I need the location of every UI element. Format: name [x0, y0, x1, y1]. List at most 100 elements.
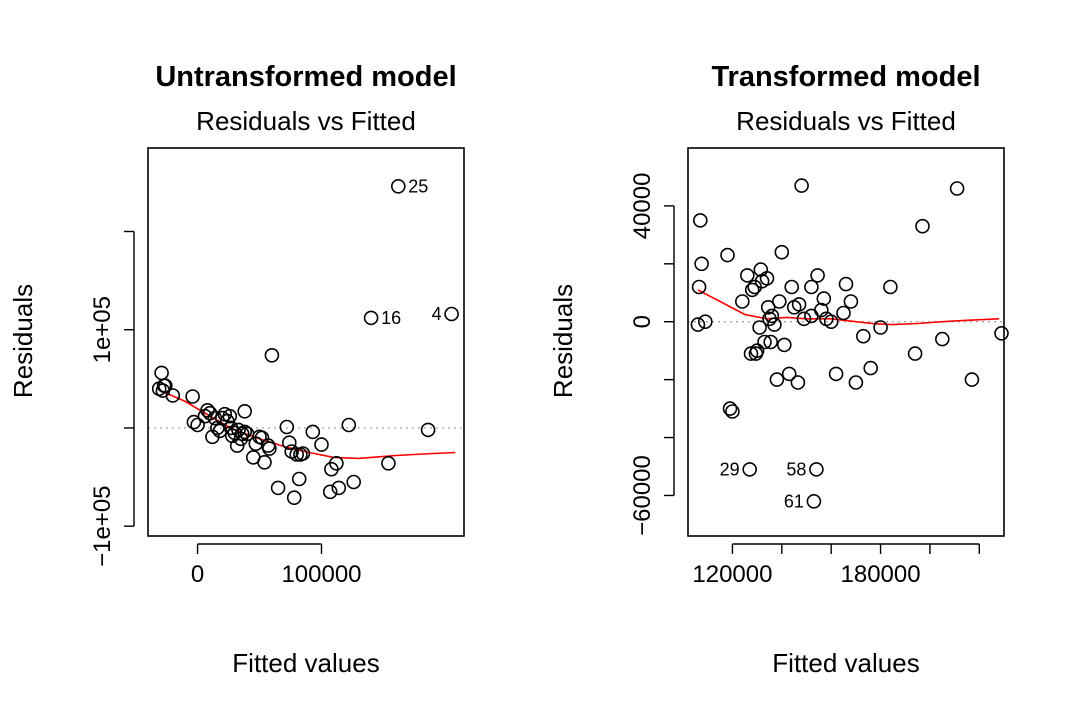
right-data-point [722, 401, 738, 416]
left-data-point [281, 435, 297, 451]
right-point-label: 61 [784, 491, 804, 511]
right-data-point [764, 308, 780, 324]
left-panel: Untransformed model Residuals vs Fitted … [8, 61, 465, 678]
right-y-tick-label: 40000 [629, 173, 656, 240]
left-data-point [279, 419, 295, 435]
right-data-point [816, 291, 832, 306]
right-data-point [744, 282, 760, 298]
left-data-point [331, 480, 347, 496]
right-data-point [742, 462, 758, 477]
right-data-point [810, 268, 825, 283]
right-data-point [883, 279, 898, 295]
left-data-point [264, 347, 280, 363]
left-data-point [286, 490, 302, 506]
right-data-point [690, 317, 706, 332]
left-data-point [291, 471, 307, 487]
right-data-point [806, 493, 822, 509]
right-data-point [790, 375, 806, 390]
left-y-tick-label: −1e+05 [89, 485, 116, 566]
right-data-point [757, 334, 772, 350]
right-data-point [809, 462, 824, 477]
right-data-point [848, 375, 864, 390]
right-data-point [838, 276, 854, 292]
left-data-point [165, 388, 181, 403]
left-point-label: 16 [381, 308, 401, 328]
left-data-point [390, 179, 406, 194]
left-data-point [186, 414, 202, 430]
right-data-point [804, 308, 819, 324]
left-data-point [237, 403, 252, 419]
right-y-tick-label: −60000 [629, 455, 656, 536]
left-data-point [329, 455, 344, 471]
right-point-label: 29 [720, 459, 740, 479]
left-chart-title: Untransformed model [155, 61, 456, 93]
right-data-point [720, 247, 735, 263]
left-data-point [346, 474, 362, 490]
left-data-point [202, 405, 218, 421]
left-data-point [314, 437, 329, 452]
right-x-tick-label: 180000 [841, 561, 921, 588]
left-x-axis-title: Fitted values [232, 648, 379, 678]
right-data-point [692, 213, 708, 228]
right-data-point [791, 297, 807, 312]
right-point-label: 58 [786, 459, 806, 479]
left-data-point [341, 417, 357, 433]
right-data-point [725, 404, 740, 419]
left-data-point [231, 422, 246, 438]
right-data-point [734, 294, 750, 309]
left-y-tick-label: 1e+05 [89, 296, 116, 363]
right-data-point [763, 334, 779, 350]
right-x-axis-title: Fitted values [772, 648, 919, 678]
left-point-labels-group: 16 25 4 [381, 176, 442, 328]
right-point-labels-group: 29 61 58 [720, 459, 807, 511]
right-data-point [964, 372, 980, 387]
right-points-group [690, 178, 1009, 509]
right-data-point [873, 320, 888, 335]
right-data-point [934, 331, 950, 347]
right-data-point [949, 181, 965, 196]
right-x-tick-label: 120000 [692, 561, 772, 588]
right-data-point [843, 294, 859, 309]
right-panel: Transformed model Residuals vs Fitted Fi… [548, 61, 1009, 678]
left-x-tick-label: 100000 [281, 561, 361, 588]
left-data-point [381, 455, 396, 471]
right-data-point [804, 279, 819, 295]
right-data-point [796, 311, 812, 327]
left-data-point [154, 365, 169, 381]
left-data-point [222, 408, 238, 424]
right-chart-subtitle: Residuals vs Fitted [736, 106, 956, 136]
right-data-point [752, 320, 767, 335]
right-data-point [776, 337, 792, 353]
right-data-point [767, 317, 782, 332]
left-data-point [322, 484, 338, 500]
left-point-label: 25 [408, 176, 428, 196]
left-data-point [200, 402, 215, 418]
right-data-point [863, 360, 879, 376]
right-plot-frame [687, 147, 1005, 537]
right-data-point [774, 244, 790, 260]
right-data-point [828, 366, 844, 382]
right-data-point [769, 372, 785, 387]
left-data-point [270, 480, 286, 496]
right-data-point [697, 314, 713, 330]
left-chart-subtitle: Residuals vs Fitted [196, 106, 416, 136]
left-data-point [305, 424, 321, 440]
right-data-point [759, 270, 775, 286]
right-data-point [813, 302, 829, 318]
right-data-point [784, 279, 800, 295]
left-x-tick-label: 0 [191, 561, 204, 588]
right-data-point [760, 299, 776, 315]
left-data-point [190, 417, 205, 433]
left-data-point [234, 426, 250, 442]
left-data-point [444, 306, 459, 322]
left-data-point [158, 378, 173, 394]
left-plot-frame [147, 147, 465, 537]
left-data-point [237, 424, 252, 440]
left-data-point [363, 310, 379, 326]
left-data-point [420, 422, 436, 438]
right-data-point [994, 325, 1009, 341]
right-data-point [739, 268, 755, 283]
right-y-tick-label: 0 [629, 315, 656, 328]
right-data-point [915, 218, 930, 234]
right-chart-title: Transformed model [711, 61, 980, 93]
